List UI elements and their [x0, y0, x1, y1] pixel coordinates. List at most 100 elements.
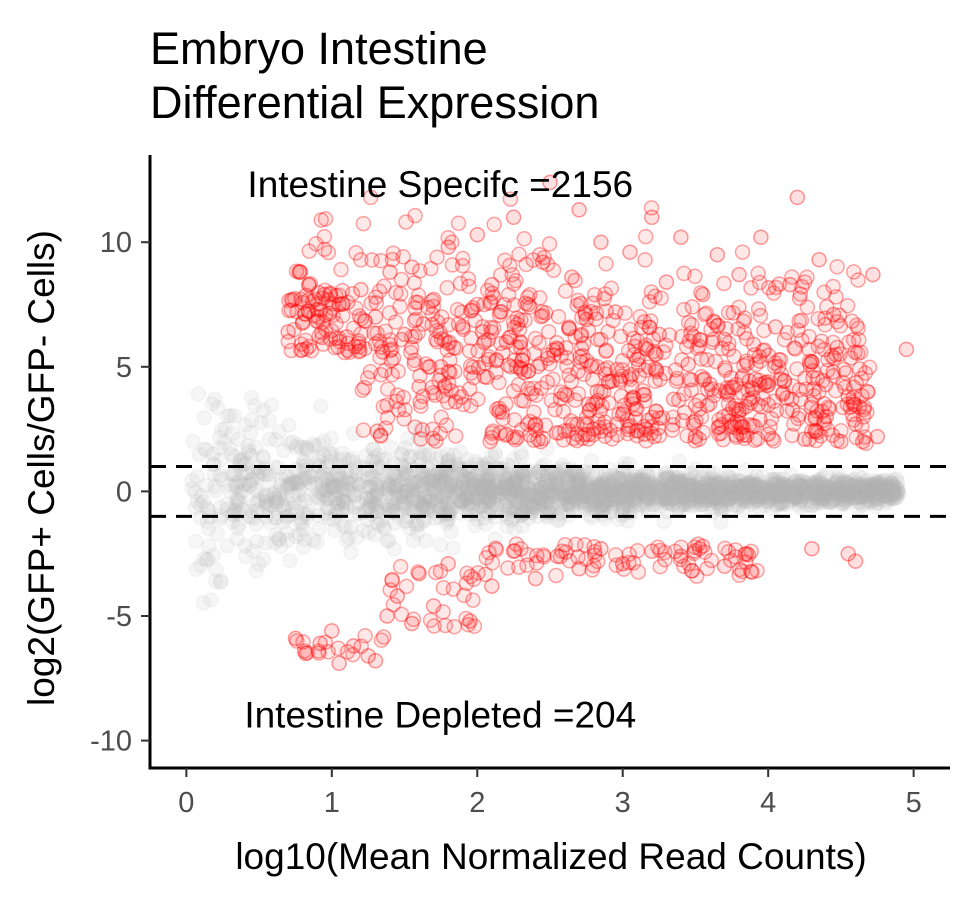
specific-point: [476, 334, 492, 351]
background-point: [692, 486, 709, 503]
specific-point: [454, 319, 471, 335]
y-axis-label: log2(GFP+ Cells/GFP- Cells): [21, 230, 62, 706]
background-point: [455, 475, 472, 492]
background-point: [652, 498, 669, 515]
background-point: [344, 476, 360, 492]
background-point: [659, 485, 675, 501]
background-point: [723, 483, 739, 499]
background-point: [593, 485, 610, 502]
background-point: [343, 519, 359, 536]
specific-point: [774, 386, 791, 402]
specific-point: [782, 276, 798, 293]
background-point: [750, 492, 766, 508]
specific-point: [392, 286, 409, 302]
background-point: [759, 486, 775, 503]
depleted-point: [411, 565, 427, 582]
background-point: [748, 468, 765, 485]
background-point: [448, 465, 465, 482]
background-point: [804, 497, 820, 514]
specific-point: [676, 265, 692, 282]
background-point: [243, 389, 260, 406]
specific-point: [789, 189, 806, 206]
background-point: [654, 482, 671, 499]
background-point: [740, 486, 756, 502]
background-point: [889, 485, 905, 502]
background-point: [672, 488, 689, 505]
specific-point: [636, 426, 653, 442]
background-point: [679, 496, 696, 513]
background-point: [477, 477, 493, 493]
background-point: [228, 493, 245, 509]
background-point: [834, 496, 850, 512]
specific-point: [825, 306, 842, 323]
depleted-point: [426, 618, 442, 634]
specific-point: [465, 359, 482, 375]
background-point: [344, 451, 360, 467]
background-point: [810, 486, 826, 503]
depleted-point: [287, 630, 304, 647]
specific-point: [424, 306, 440, 323]
x-tick-label: 5: [906, 787, 922, 819]
specific-point: [390, 363, 406, 380]
depleted-point: [312, 635, 328, 652]
background-point: [861, 492, 877, 508]
background-point: [797, 485, 813, 501]
background-point: [552, 477, 569, 493]
specific-point: [485, 320, 502, 336]
specific-point: [425, 291, 442, 308]
specific-point: [683, 325, 699, 342]
background-point: [738, 477, 754, 494]
background-point: [838, 489, 854, 506]
background-point: [656, 490, 673, 507]
depleted-point: [614, 555, 631, 572]
background-point: [801, 478, 817, 495]
background-point: [601, 492, 618, 509]
background-point: [867, 476, 884, 492]
specific-point: [440, 375, 457, 391]
background-point: [881, 479, 898, 496]
background-point: [804, 474, 821, 491]
background-point: [319, 500, 336, 516]
background-point: [416, 444, 433, 460]
specific-point: [658, 274, 675, 290]
background-point: [706, 472, 723, 488]
specific-point: [735, 368, 751, 384]
background-point: [750, 477, 767, 494]
background-point: [819, 478, 835, 494]
background-point: [417, 533, 434, 549]
background-point: [584, 496, 600, 512]
background-point: [459, 480, 476, 497]
background-point: [268, 494, 285, 510]
specific-point: [561, 367, 577, 383]
background-point: [783, 488, 799, 505]
background-point: [679, 482, 696, 498]
background-point: [777, 481, 793, 497]
background-point: [850, 481, 866, 498]
specific-point: [482, 433, 498, 450]
background-point: [530, 464, 546, 480]
background-point: [409, 493, 426, 510]
background-point: [207, 573, 224, 590]
depleted-point: [435, 580, 452, 596]
background-point: [723, 490, 739, 506]
background-point: [539, 486, 556, 503]
specific-point: [776, 331, 793, 348]
background-point: [560, 479, 577, 496]
specific-point: [505, 209, 522, 226]
background-point: [340, 483, 357, 500]
depleted-point: [462, 613, 478, 629]
specific-point: [699, 352, 715, 368]
background-point: [770, 488, 787, 505]
specific-point: [820, 352, 836, 368]
background-point: [622, 498, 638, 515]
specific-point: [799, 299, 816, 315]
background-point: [621, 490, 637, 507]
background-point: [683, 492, 699, 509]
background-point: [184, 481, 200, 497]
specific-point: [513, 361, 529, 378]
background-point: [797, 486, 813, 502]
background-point: [443, 478, 459, 495]
specific-point: [518, 256, 534, 273]
background-point: [798, 483, 814, 499]
